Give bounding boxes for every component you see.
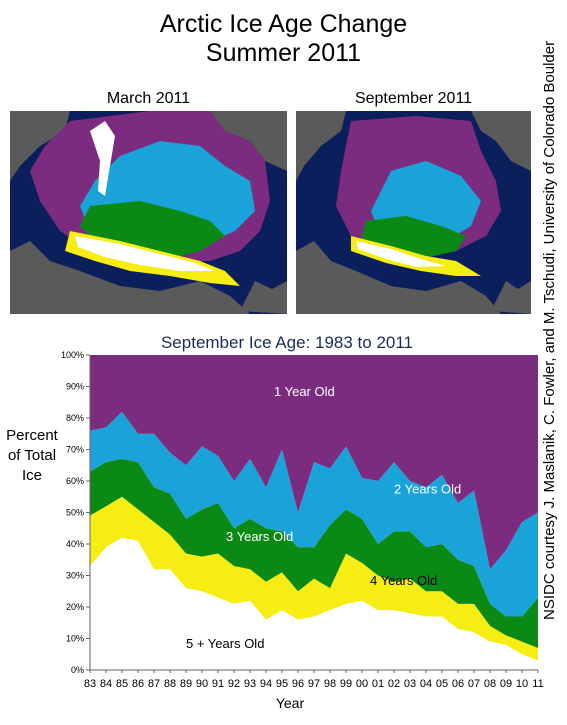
x-tick-label: 97 [308, 678, 320, 690]
x-tick-label: 99 [340, 678, 352, 690]
x-tick-label: 84 [100, 678, 112, 690]
area-5-plus-years [90, 537, 538, 670]
x-tick-label: 01 [372, 678, 384, 690]
y-tick-label: 80% [66, 413, 84, 423]
x-tick-label: 03 [404, 678, 416, 690]
x-tick-label: 04 [420, 678, 432, 690]
y-axis-label-line2: of Total [7, 447, 57, 464]
area-2-years [90, 411, 538, 617]
credit-text: NSIDC courtesy J. Maslanik, C. Fowler, a… [541, 41, 558, 620]
x-tick-label: 96 [292, 678, 304, 690]
page-title-line1: Arctic Ice Age Change [159, 10, 408, 38]
series-label-2-years: 2 Years Old [394, 482, 461, 497]
series-label-5-plus-years: 5 + Years Old [186, 636, 264, 651]
x-tick-label: 90 [196, 678, 208, 690]
x-tick-label: 87 [148, 678, 160, 690]
y-tick-label: 100% [61, 350, 84, 360]
x-tick-label: 86 [132, 678, 144, 690]
ice-age-map-march [10, 111, 287, 314]
y-tick-label: 30% [66, 571, 84, 581]
x-tick-label: 93 [244, 678, 256, 690]
y-axis-label-line3: Ice [21, 467, 42, 484]
x-tick-label: 98 [324, 678, 336, 690]
x-tick-label: 83 [84, 678, 96, 690]
x-tick-label: 10 [516, 678, 528, 690]
x-tick-label: 02 [388, 678, 400, 690]
x-tick-label: 11 [532, 678, 543, 690]
chart-title: September Ice Age: 1983 to 2011 [161, 333, 413, 352]
x-tick-label: 95 [276, 678, 288, 690]
credit-label: NSIDC courtesy J. Maslanik, C. Fowler, a… [541, 41, 558, 620]
y-axis-label-line1: Percent [6, 427, 58, 444]
page-title-line2: Summer 2011 [205, 39, 362, 67]
area-4-years [90, 496, 538, 661]
area-3-years [90, 458, 538, 648]
y-tick-label: 0% [71, 665, 84, 675]
area-1-year [90, 355, 538, 570]
x-tick-label: 06 [452, 678, 464, 690]
x-tick-label: 89 [180, 678, 192, 690]
x-tick-label: 08 [484, 678, 496, 690]
x-axis-label: Year [275, 695, 305, 711]
y-tick-label: 20% [66, 602, 84, 612]
map-label-march: March 2011 [106, 90, 191, 107]
x-tick-label: 07 [468, 678, 480, 690]
y-tick-label: 50% [66, 508, 84, 518]
y-axis-label: Percent of Total Ice [2, 426, 62, 486]
x-tick-label: 85 [116, 678, 128, 690]
series-label-4-years: 4 Years Old [370, 573, 437, 588]
map-label-september: September 2011 [354, 90, 473, 107]
series-label-1-year: 1 Year Old [274, 384, 335, 399]
x-tick-label: 05 [436, 678, 448, 690]
y-tick-label: 60% [66, 476, 84, 486]
y-tick-label: 90% [66, 382, 84, 392]
y-tick-label: 40% [66, 539, 84, 549]
x-tick-label: 00 [356, 678, 368, 690]
y-tick-label: 70% [66, 445, 84, 455]
x-tick-label: 92 [228, 678, 240, 690]
x-tick-label: 94 [260, 678, 272, 690]
y-tick-label: 10% [66, 634, 84, 644]
series-label-3-years: 3 Years Old [226, 529, 293, 544]
x-tick-label: 88 [164, 678, 176, 690]
x-tick-label: 09 [500, 678, 512, 690]
x-tick-label: 91 [212, 678, 224, 690]
ice-age-map-september [296, 111, 531, 314]
